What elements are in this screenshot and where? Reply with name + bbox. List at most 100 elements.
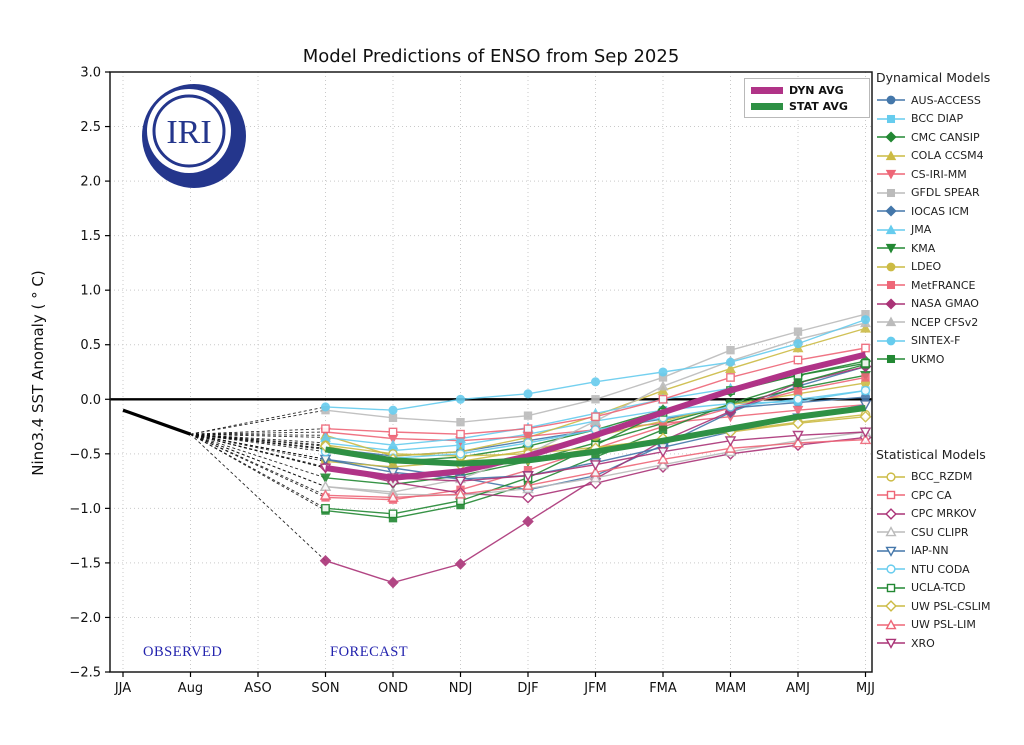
legend-item-iap-nn: IAP-NN (876, 542, 1024, 561)
legend-item-label: XRO (911, 636, 935, 650)
circle-marker-icon (877, 336, 905, 346)
diamond-marker-icon (877, 600, 905, 613)
series-sintex-f (320, 315, 871, 415)
legend-item-label: CPC MRKOV (911, 507, 977, 521)
iri-logo: IRI (142, 84, 246, 188)
diamond-marker-icon (877, 205, 905, 217)
legend-item-cmc-cansip: CMC CANSIP (876, 128, 1024, 147)
triangle-marker-icon (877, 618, 905, 630)
diamond-marker-icon (877, 131, 905, 143)
average-legend-label: STAT AVG (789, 99, 848, 113)
square-marker-icon (877, 583, 905, 592)
square-marker-icon (877, 188, 905, 197)
legend-item-label: SINTEX-F (911, 334, 961, 348)
circle-marker-icon (877, 95, 905, 105)
svg-text:SON: SON (311, 681, 339, 696)
legend-item-label: IAP-NN (911, 544, 949, 558)
svg-text:JJA: JJA (114, 681, 131, 696)
triangle-down-marker-icon (877, 546, 905, 557)
legend-item-label: CMC CANSIP (911, 130, 980, 144)
triangle-down-marker-icon (877, 170, 905, 180)
legend-group-statistical: Statistical Models BCC_RZDM CPC CA CPC MRK… (876, 447, 1024, 653)
svg-text:2.5: 2.5 (80, 120, 101, 135)
triangle-marker-icon (877, 316, 905, 327)
average-legend-row-dyn-avg: DYN AVG (751, 82, 863, 98)
svg-text:−2.0: −2.0 (69, 611, 101, 626)
legend-item-csu-clipr: CSU CLIPR (876, 523, 1024, 542)
square-marker-icon (877, 355, 905, 364)
legend-item-bcc-diap: BCC DIAP (876, 110, 1024, 129)
svg-text:OND: OND (378, 681, 408, 696)
legend-item-label: CS-IRI-MM (911, 167, 967, 181)
legend-item-label: LDEO (911, 260, 942, 274)
legend-item-ucla-tcd: UCLA-TCD (876, 579, 1024, 598)
svg-text:−1.0: −1.0 (69, 502, 101, 517)
legend-item-aus-access: AUS-ACCESS (876, 91, 1024, 110)
legend-panel: Dynamical Models AUS-ACCESS BCC DIAP CMC C… (876, 70, 1024, 653)
legend-item-ncep-cfsv2: NCEP CFSv2 (876, 313, 1024, 332)
legend-item-label: MetFRANCE (911, 278, 976, 292)
svg-text:MJJ: MJJ (856, 681, 875, 696)
legend-heading-dynamical: Dynamical Models (876, 70, 991, 85)
square-marker-icon (877, 491, 905, 500)
svg-text:FMA: FMA (649, 681, 677, 696)
average-swatch-icon (751, 102, 783, 110)
chart-title: Model Predictions of ENSO from Sep 2025 (302, 46, 680, 67)
legend-item-ldeo: LDEO (876, 258, 1024, 277)
legend-group-dynamical: Dynamical Models AUS-ACCESS BCC DIAP CMC C… (876, 70, 1024, 369)
triangle-down-marker-icon (877, 638, 905, 650)
square-marker-icon (877, 281, 905, 290)
svg-text:AMJ: AMJ (786, 681, 810, 696)
legend-item-label: UCLA-TCD (911, 581, 966, 595)
legend-item-iocas-icm: IOCAS ICM (876, 202, 1024, 221)
triangle-marker-icon (877, 150, 905, 160)
legend-item-label: UW PSL-LIM (911, 618, 976, 632)
legend-item-cpc-ca: CPC CA (876, 486, 1024, 505)
observed-phase-label: OBSERVED (143, 644, 223, 660)
legend-item-label: KMA (911, 241, 936, 255)
average-line-dyn-avg (325, 351, 867, 481)
svg-text:0.0: 0.0 (80, 393, 101, 408)
legend-item-metfrance: MetFRANCE (876, 276, 1024, 295)
diamond-marker-icon (877, 507, 905, 520)
legend-item-label: BCC DIAP (911, 112, 964, 126)
average-legend-label: DYN AVG (789, 83, 844, 97)
legend-item-ntu-coda: NTU CODA (876, 560, 1024, 579)
svg-text:JFM: JFM (583, 681, 607, 696)
svg-text:ASO: ASO (244, 681, 271, 696)
iri-logo-text: IRI (166, 114, 211, 151)
diamond-marker-icon (877, 298, 905, 310)
svg-text:−2.5: −2.5 (69, 666, 101, 681)
svg-text:DJF: DJF (517, 681, 538, 696)
svg-text:−0.5: −0.5 (69, 447, 101, 462)
legend-item-label: NASA GMAO (911, 297, 979, 311)
legend-item-label: GFDL SPEAR (911, 186, 980, 200)
legend-item-ukmo: UKMO (876, 350, 1024, 369)
legend-item-label: UKMO (911, 352, 945, 366)
legend-item-jma: JMA (876, 221, 1024, 240)
svg-text:1.5: 1.5 (80, 229, 101, 244)
average-line-stat-avg (325, 405, 866, 467)
legend-item-cpc-mrkov: CPC MRKOV (876, 505, 1024, 524)
legend-item-label: CPC CA (911, 488, 952, 502)
legend-item-label: IOCAS ICM (911, 204, 970, 218)
legend-item-label: CSU CLIPR (911, 525, 969, 539)
legend-item-bcc-rzdm: BCC_RZDM (876, 468, 1024, 487)
svg-text:NDJ: NDJ (449, 681, 473, 696)
average-legend-row-stat-avg: STAT AVG (751, 98, 863, 114)
triangle-marker-icon (877, 224, 905, 234)
svg-text:−1.5: −1.5 (69, 556, 101, 571)
svg-text:Aug: Aug (178, 681, 203, 696)
legend-item-nasa-gmao: NASA GMAO (876, 295, 1024, 314)
legend-item-label: UW PSL-CSLIM (911, 599, 991, 613)
legend-item-uw-psl-lim: UW PSL-LIM (876, 616, 1024, 635)
average-swatch-icon (751, 86, 783, 94)
svg-text:3.0: 3.0 (80, 66, 101, 81)
forecast-phase-label: FORECAST (330, 644, 409, 660)
legend-item-label: NCEP CFSv2 (911, 315, 979, 329)
series-cpc-ca (321, 343, 870, 439)
circle-marker-icon (877, 262, 905, 272)
series-uw-psl-lim (319, 433, 872, 502)
legend-item-kma: KMA (876, 239, 1024, 258)
